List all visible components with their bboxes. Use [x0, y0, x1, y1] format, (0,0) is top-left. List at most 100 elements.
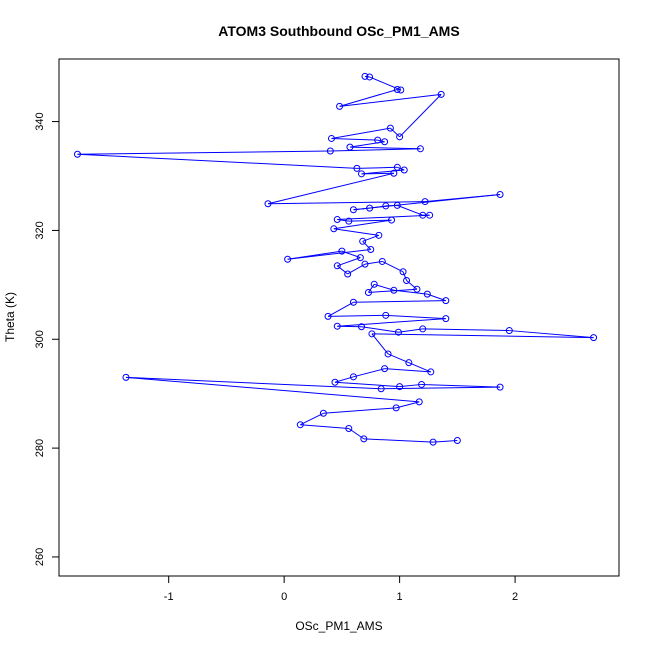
y-tick-label: 340: [34, 112, 46, 130]
series-segment: [356, 166, 398, 169]
data-point: [418, 380, 426, 388]
series-segment: [330, 148, 421, 152]
series-segment: [337, 318, 446, 327]
series-segment: [406, 280, 418, 290]
data-point: [122, 373, 130, 381]
series-segment: [337, 257, 361, 267]
series-segment: [336, 265, 348, 275]
data-point: [327, 134, 335, 142]
data-point: [338, 247, 346, 255]
data-point: [264, 200, 272, 208]
series-segment: [402, 271, 408, 281]
data-point: [368, 330, 376, 338]
data-point: [336, 102, 344, 110]
series-segment: [331, 137, 378, 141]
plot-frame: [58, 58, 620, 577]
series-segment: [371, 333, 594, 339]
series-segment: [353, 300, 446, 303]
data-point: [73, 150, 81, 158]
series-segment: [399, 383, 422, 388]
y-tick-label: 260: [34, 548, 46, 566]
series-segment: [385, 314, 446, 320]
data-point: [367, 245, 375, 253]
data-point: [349, 206, 357, 214]
data-point: [423, 290, 431, 298]
series-segment: [77, 150, 331, 155]
series-segment: [368, 288, 417, 293]
series-segment: [371, 333, 389, 355]
data-point: [345, 425, 353, 433]
data-point: [384, 350, 392, 358]
data-point: [346, 143, 354, 151]
series-segment: [300, 424, 349, 430]
data-point: [382, 311, 390, 319]
data-point: [377, 385, 385, 393]
data-point: [360, 435, 368, 443]
series-segment: [333, 228, 379, 236]
data-point: [421, 198, 429, 206]
data-point: [388, 216, 396, 224]
data-point: [370, 280, 378, 288]
y-axis: 260 280 300 320 340: [34, 112, 59, 566]
series-segment: [334, 381, 400, 388]
series-segment: [369, 76, 401, 91]
series-segment: [125, 376, 420, 403]
data-point: [397, 86, 405, 94]
data-point: [442, 315, 450, 323]
data-point: [284, 255, 292, 263]
data-point: [426, 211, 434, 219]
data-point: [419, 325, 427, 333]
x-axis: -1 0 1 2: [164, 576, 518, 603]
series-segment: [433, 439, 458, 443]
series-segment: [390, 127, 400, 138]
data-point: [396, 383, 404, 391]
series-segment: [349, 146, 421, 150]
x-axis-label: OSc_PM1_AMS: [295, 619, 382, 633]
data-point: [496, 383, 504, 391]
data-point: [374, 136, 382, 144]
data-point: [429, 438, 437, 446]
data-point: [319, 409, 327, 417]
data-point: [399, 268, 407, 276]
x-tick-label: 2: [512, 591, 518, 603]
series-segment: [399, 94, 442, 138]
series-segment: [361, 326, 399, 333]
data-point: [394, 328, 402, 336]
series-segment: [125, 376, 382, 390]
series-segment: [398, 328, 423, 333]
data-point: [453, 436, 461, 444]
data-point: [361, 260, 369, 268]
series-segment: [381, 386, 501, 390]
series-segment: [422, 328, 510, 332]
series-segment: [364, 75, 370, 78]
series-segment: [368, 284, 375, 293]
series-segment: [339, 88, 398, 107]
data-point: [405, 359, 413, 367]
series-segment: [323, 407, 397, 414]
data-point: [330, 225, 338, 233]
data-point: [326, 147, 334, 155]
data-point: [375, 231, 383, 239]
data-point: [366, 204, 374, 212]
series-segment: [337, 214, 430, 221]
data-point: [419, 211, 427, 219]
data-point: [333, 322, 341, 330]
data-point: [333, 216, 341, 224]
data-point: [378, 257, 386, 265]
data-point: [590, 334, 598, 342]
data-point: [381, 365, 389, 373]
data-point: [349, 373, 357, 381]
data-point: [361, 72, 369, 80]
data-point: [333, 262, 341, 270]
series-segment: [267, 201, 426, 205]
data-point: [364, 288, 372, 296]
series-segment: [408, 362, 431, 373]
data-point: [366, 73, 374, 81]
y-tick-label: 280: [34, 439, 46, 457]
series-segment: [331, 127, 391, 139]
data-point: [396, 133, 404, 141]
data-point: [381, 138, 389, 146]
data-point: [437, 90, 445, 98]
data-point: [324, 312, 332, 320]
